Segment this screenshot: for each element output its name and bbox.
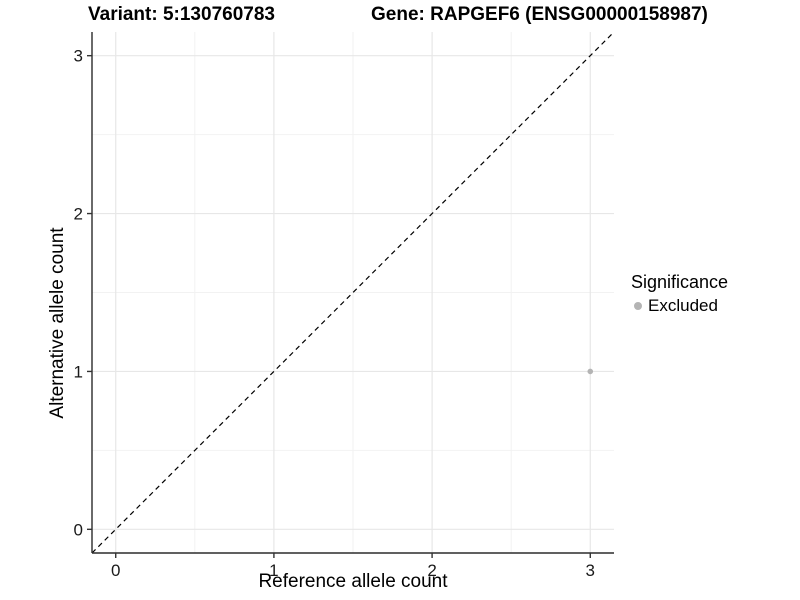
excluded-point-icon (634, 302, 642, 310)
plot-title-gene: Gene: RAPGEF6 (ENSG00000158987) (371, 4, 708, 25)
x-tick-label: 2 (427, 561, 436, 580)
legend-item-excluded: Excluded (634, 296, 728, 316)
y-tick-label: 3 (74, 47, 83, 66)
y-tick-label: 0 (74, 520, 83, 539)
x-axis-title: Reference allele count (258, 571, 448, 592)
identity-dashed-line (91, 31, 615, 554)
legend-title: Significance (631, 272, 729, 292)
y-tick-label: 2 (74, 205, 83, 224)
x-tick-label: 0 (111, 561, 120, 580)
x-tick-label: 3 (586, 561, 595, 580)
y-tick-label: 1 (74, 362, 83, 381)
x-tick-label: 1 (269, 561, 278, 580)
data-point (587, 368, 594, 375)
legend-item-label: Excluded (648, 296, 718, 315)
legend: Significance Excluded (631, 272, 728, 316)
plot-title-variant: Variant: 5:130760783 (88, 4, 275, 25)
y-axis-title: Alternative allele count (47, 227, 68, 419)
